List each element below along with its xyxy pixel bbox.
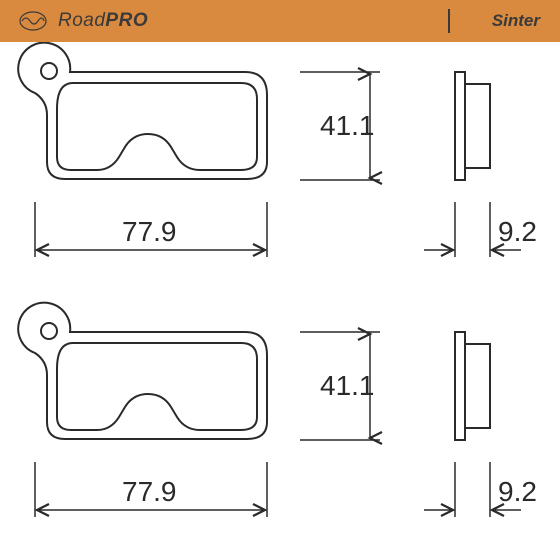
- pad-face: [18, 43, 267, 179]
- dim-height-value: 41.1: [320, 370, 375, 401]
- header-bar: RoadPRO Sinter: [0, 0, 560, 42]
- dim-height-value: 41.1: [320, 110, 375, 141]
- dim-thickness-value: 9.2: [498, 216, 537, 247]
- pad-profile: [455, 332, 490, 440]
- brand-name: RoadPRO: [58, 10, 148, 32]
- dim-width-value: 77.9: [122, 476, 177, 507]
- dim-thickness: 9.2: [424, 462, 537, 517]
- diagram-area: 41.1 77.9 9.2: [0, 42, 560, 560]
- dim-thickness: 9.2: [424, 202, 537, 257]
- dim-width-value: 77.9: [122, 216, 177, 247]
- pad-row-2: 41.1 77.9 9.2: [18, 303, 537, 517]
- dim-width: 77.9: [35, 202, 267, 257]
- brand-pro: PRO: [105, 10, 148, 31]
- dim-width: 77.9: [35, 462, 267, 517]
- pad-face: [18, 303, 267, 439]
- header-separator: [448, 9, 450, 33]
- dim-height: 41.1: [300, 72, 380, 180]
- dim-thickness-value: 9.2: [498, 476, 537, 507]
- brand-road: Road: [58, 10, 105, 31]
- dim-height: 41.1: [300, 332, 380, 440]
- pad-row-1: 41.1 77.9 9.2: [18, 43, 537, 257]
- brake-pad-diagram: 41.1 77.9 9.2: [0, 42, 560, 560]
- material-label: Sinter: [492, 11, 540, 31]
- pad-profile: [455, 72, 490, 180]
- brand-logo-icon: [18, 10, 48, 32]
